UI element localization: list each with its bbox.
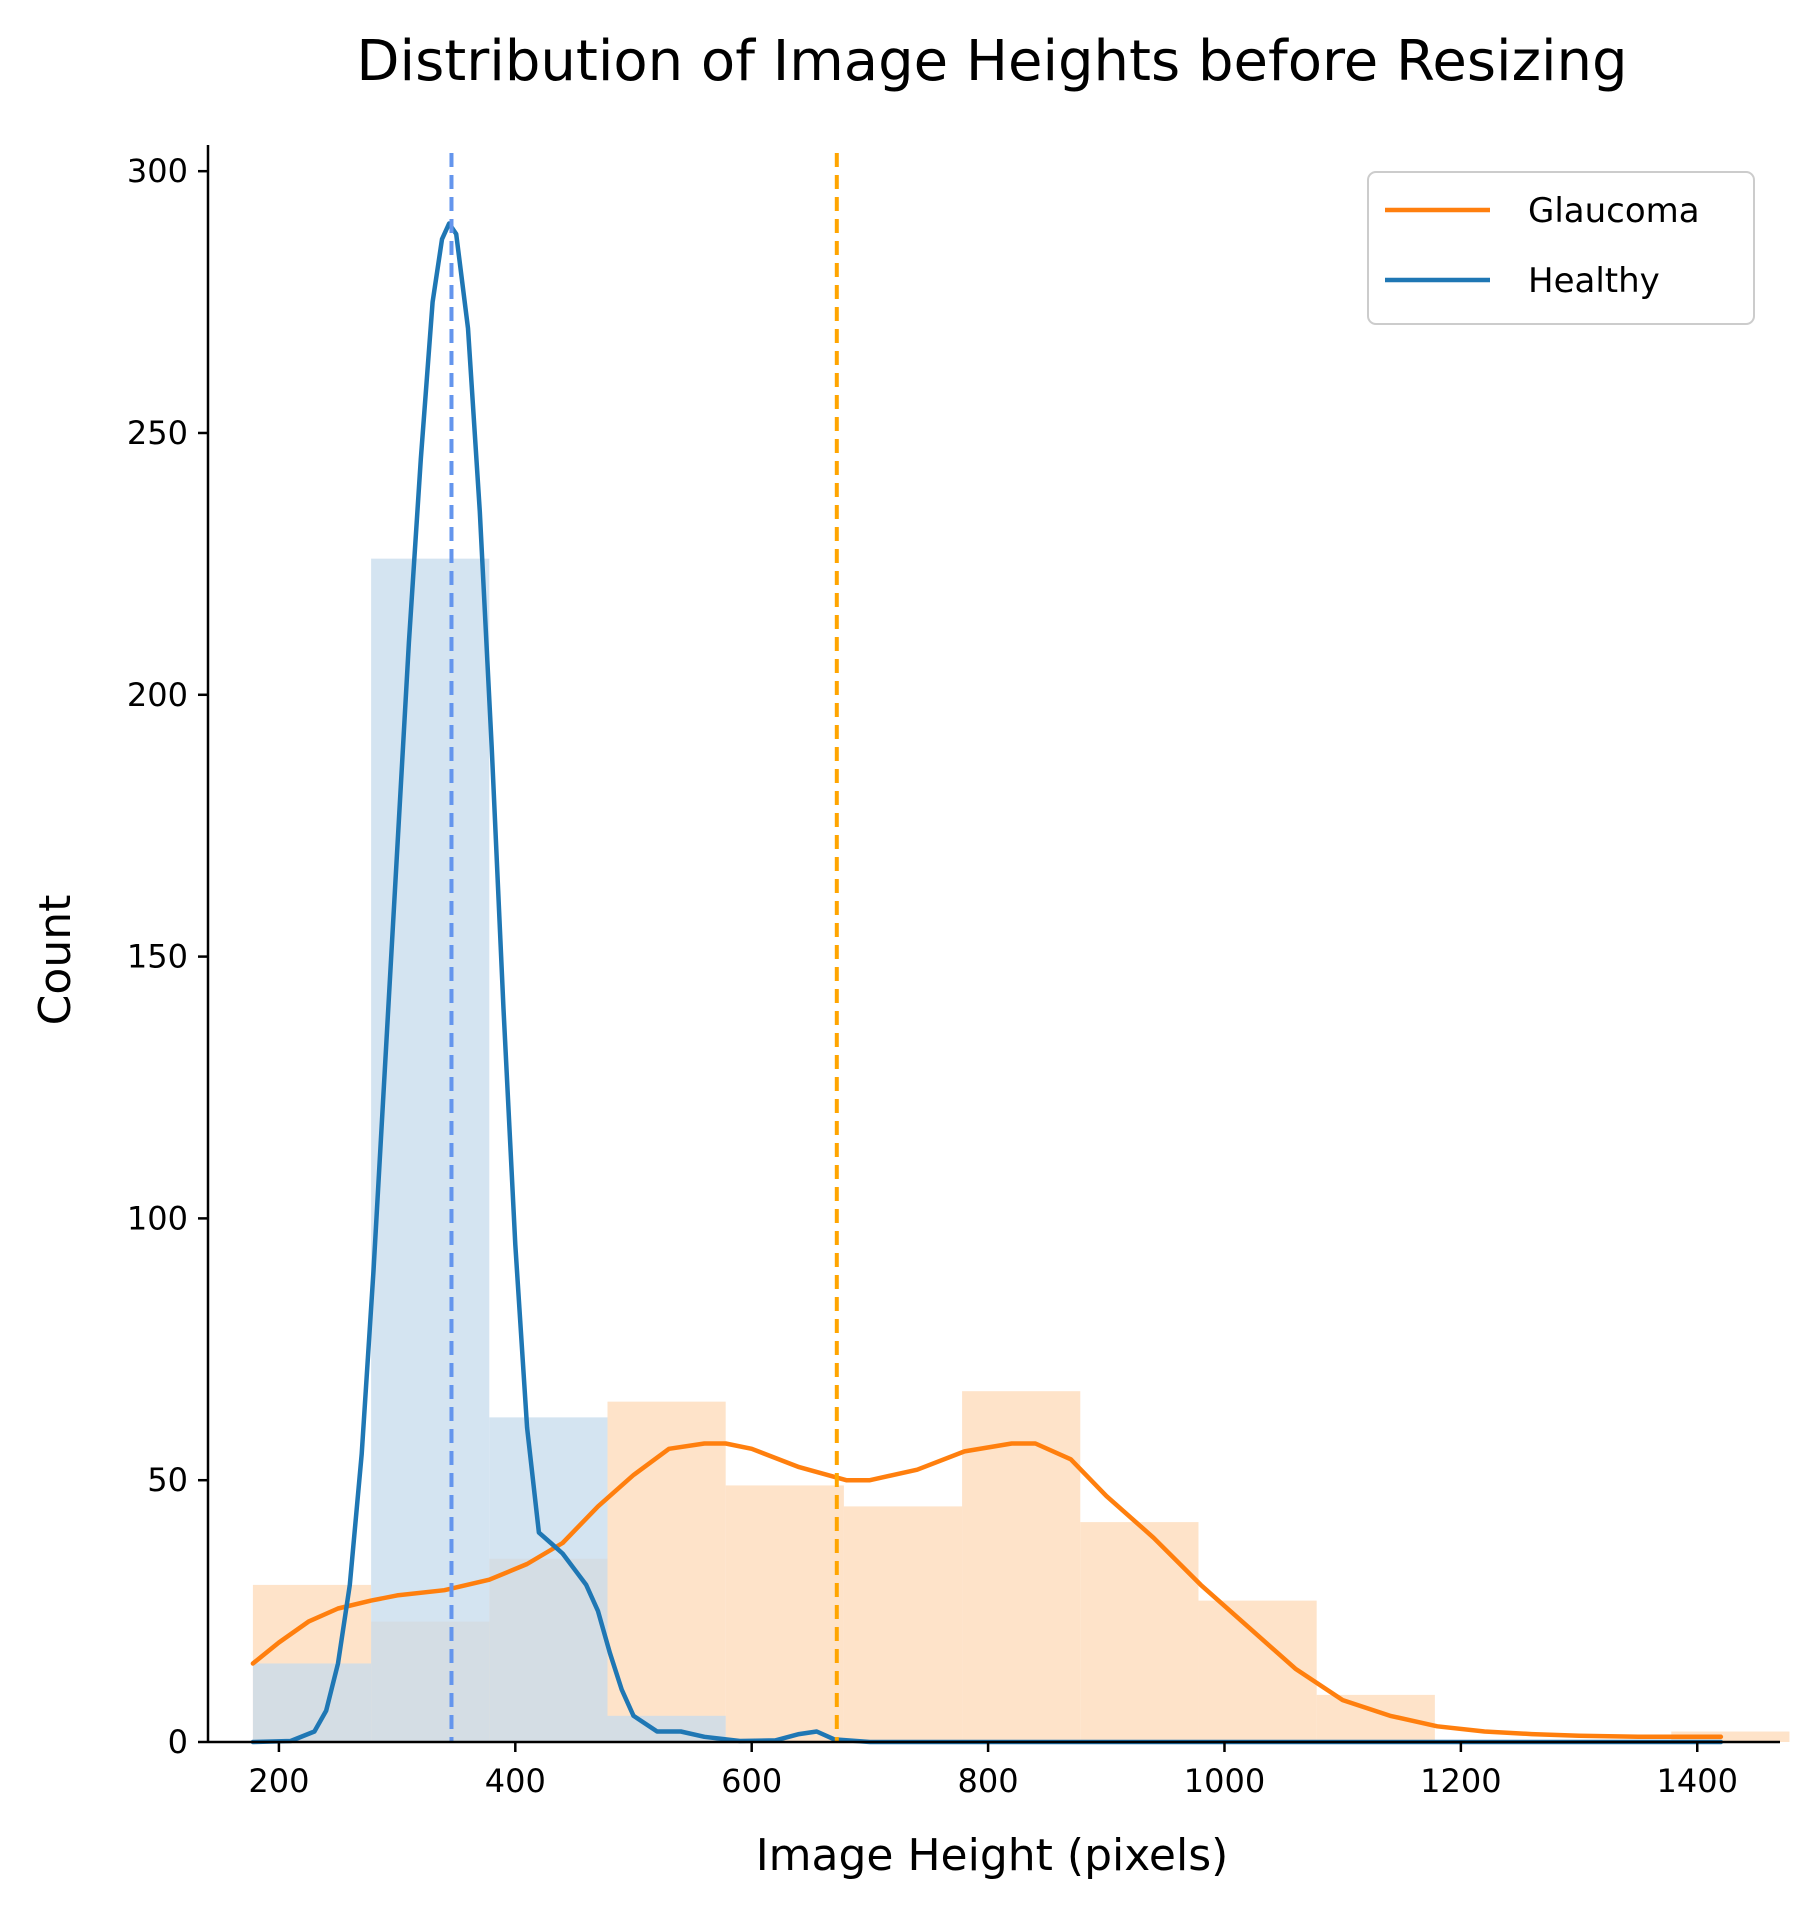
glaucoma-bar-5 bbox=[843, 1506, 963, 1742]
y-tick-label: 200 bbox=[127, 676, 188, 714]
x-tick-label: 400 bbox=[485, 1762, 546, 1800]
y-tick-label: 100 bbox=[127, 1199, 188, 1237]
legend-label-glaucoma: Glaucoma bbox=[1528, 191, 1700, 231]
x-tick-label: 200 bbox=[248, 1762, 309, 1800]
legend: Glaucoma Healthy bbox=[1367, 171, 1755, 325]
glaucoma-bar-7 bbox=[1080, 1522, 1199, 1742]
healthy-kde-line bbox=[250, 221, 1724, 1745]
legend-label-healthy: Healthy bbox=[1528, 261, 1660, 301]
x-tick-label: 1200 bbox=[1420, 1762, 1501, 1800]
glaucoma-kde-line bbox=[250, 1441, 1724, 1740]
healthy-bar-1 bbox=[371, 558, 490, 1742]
x-tick-label: 800 bbox=[958, 1762, 1019, 1800]
y-tick-label: 50 bbox=[147, 1461, 188, 1499]
glaucoma-bar-3 bbox=[607, 1401, 726, 1742]
y-axis-label: Count bbox=[30, 895, 81, 1026]
x-tick-label: 600 bbox=[721, 1762, 782, 1800]
healthy-bar-0 bbox=[252, 1663, 372, 1742]
glaucoma-bar-9 bbox=[1316, 1694, 1435, 1742]
x-tick-label: 1000 bbox=[1184, 1762, 1265, 1800]
kde-curves bbox=[250, 221, 1724, 1745]
glaucoma-bar-12 bbox=[1671, 1731, 1790, 1742]
y-tick-label: 250 bbox=[127, 414, 188, 452]
axes bbox=[206, 145, 1780, 1744]
y-tick-label: 150 bbox=[127, 938, 188, 976]
chart-title: Distribution of Image Heights before Res… bbox=[356, 29, 1627, 94]
y-tick-label: 300 bbox=[127, 152, 188, 190]
mean-lines bbox=[449, 153, 839, 1742]
x-tick-label: 1400 bbox=[1657, 1762, 1738, 1800]
x-axis-label: Image Height (pixels) bbox=[756, 1830, 1229, 1881]
healthy-bar-2 bbox=[489, 1417, 608, 1742]
tick-labels: 200 400 600 800 1000 1200 1400 0 50 100 150 200 250 3… bbox=[127, 152, 1738, 1800]
glaucoma-bar-4 bbox=[725, 1485, 844, 1742]
y-tick-label: 0 bbox=[168, 1723, 188, 1761]
